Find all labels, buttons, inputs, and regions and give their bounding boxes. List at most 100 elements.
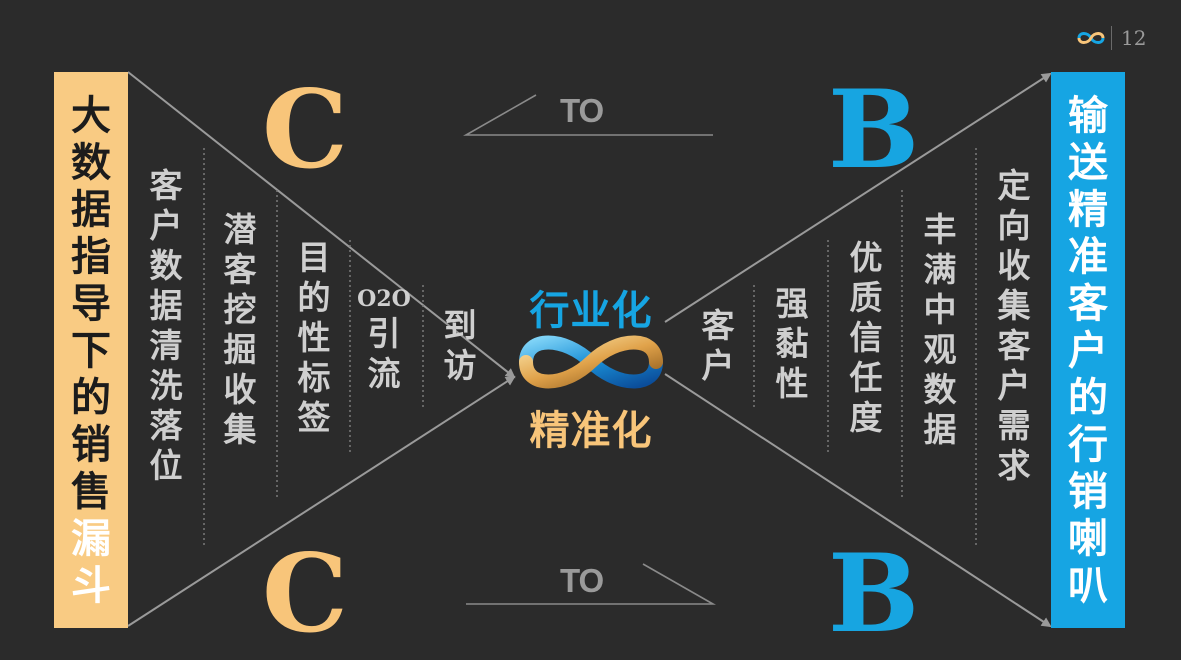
column-char: 清 bbox=[149, 326, 183, 365]
column-char: 户 bbox=[701, 346, 735, 385]
page-number: 12 bbox=[1121, 26, 1147, 50]
line-right-bottom bbox=[664, 373, 1052, 628]
column-char: 性 bbox=[775, 364, 809, 403]
right-column-1: 客 户 bbox=[696, 306, 740, 386]
column-char: 收 bbox=[997, 246, 1031, 285]
left-funnel-char: 导 bbox=[71, 279, 111, 327]
column-char: 向 bbox=[997, 206, 1031, 245]
column-char: 引 bbox=[367, 314, 401, 353]
column-char: 求 bbox=[997, 446, 1031, 485]
letter-c-top: C bbox=[262, 67, 348, 193]
left-funnel-char: 指 bbox=[71, 232, 111, 280]
to-label-bottom: TO bbox=[560, 562, 604, 599]
column-char: 中 bbox=[923, 290, 957, 329]
column-char: 标 bbox=[297, 358, 331, 397]
right-funnel-char: 行 bbox=[1068, 420, 1108, 468]
column-char: 落 bbox=[149, 406, 183, 445]
line-left-bottom bbox=[127, 375, 516, 627]
to-top-arrow-line bbox=[462, 94, 713, 136]
column-char: 据 bbox=[149, 286, 183, 325]
left-column-4: O2O 引 流 bbox=[356, 284, 412, 394]
right-column-4: 丰 满 中 观 数 据 bbox=[918, 210, 962, 450]
column-char: 需 bbox=[997, 406, 1031, 445]
infinity-center-icon bbox=[519, 335, 663, 389]
left-column-3: 目 的 性 标 签 bbox=[292, 238, 336, 438]
left-funnel-char: 售 bbox=[71, 467, 111, 515]
column-char: 强 bbox=[775, 284, 809, 323]
column-char: 度 bbox=[849, 398, 883, 437]
column-char: 信 bbox=[849, 318, 883, 357]
column-char: 目 bbox=[297, 238, 331, 277]
right-funnel-char: 的 bbox=[1068, 373, 1108, 421]
column-char: 集 bbox=[997, 286, 1031, 325]
right-column-5: 定 向 收 集 客 户 需 求 bbox=[992, 166, 1036, 486]
left-funnel-char: 大 bbox=[71, 91, 111, 139]
right-funnel-char: 客 bbox=[1068, 279, 1108, 327]
right-funnel-char: 送 bbox=[1068, 138, 1108, 186]
left-funnel-char: 据 bbox=[71, 185, 111, 233]
left-funnel-char: 数 bbox=[71, 138, 111, 186]
to-label-top: TO bbox=[560, 92, 604, 129]
column-char: 性 bbox=[297, 318, 331, 357]
letter-b-bottom: B bbox=[828, 531, 920, 657]
column-char: 收 bbox=[223, 370, 257, 409]
column-char: 丰 bbox=[923, 210, 957, 249]
left-funnel-box: 大 数 据 指 导 下 的 销 售 漏 斗 bbox=[54, 72, 128, 628]
left-funnel-highlight-char: 斗 bbox=[71, 561, 111, 609]
left-funnel-char: 的 bbox=[71, 373, 111, 421]
line-left-top bbox=[127, 71, 516, 379]
column-char: 定 bbox=[997, 166, 1031, 205]
column-char: 掘 bbox=[223, 330, 257, 369]
column-char: 据 bbox=[923, 410, 957, 449]
line-right-top bbox=[664, 72, 1052, 323]
column-char: 洗 bbox=[149, 366, 183, 405]
right-column-3: 优 质 信 任 度 bbox=[844, 238, 888, 438]
column-char: 黏 bbox=[775, 324, 809, 363]
left-column-1: 客 户 数 据 清 洗 落 位 bbox=[144, 166, 188, 486]
column-char: 签 bbox=[297, 398, 331, 437]
right-funnel-char: 输 bbox=[1068, 91, 1108, 139]
column-char: 满 bbox=[923, 250, 957, 289]
column-char: 优 bbox=[849, 238, 883, 277]
left-column-5: 到 访 bbox=[438, 306, 482, 386]
column-char: 客 bbox=[997, 326, 1031, 365]
left-column-2: 潜 客 挖 掘 收 集 bbox=[218, 210, 262, 450]
column-char: 户 bbox=[997, 366, 1031, 405]
left-funnel-char: 下 bbox=[71, 326, 111, 374]
left-funnel-highlight-char: 漏 bbox=[71, 514, 111, 562]
column-char: 数 bbox=[149, 246, 183, 285]
column-char: 访 bbox=[443, 346, 477, 385]
column-char: 数 bbox=[923, 370, 957, 409]
column-char: 到 bbox=[443, 306, 477, 345]
letter-b-top: B bbox=[828, 67, 920, 193]
to-bottom-arrow-line bbox=[466, 563, 717, 605]
center-label-bottom: 精准化 bbox=[529, 407, 653, 454]
column-char: 位 bbox=[149, 446, 183, 485]
right-funnel-char: 喇 bbox=[1068, 514, 1108, 562]
column-char: 质 bbox=[849, 278, 883, 317]
column-char: 户 bbox=[149, 206, 183, 245]
right-funnel-char: 户 bbox=[1068, 326, 1108, 374]
infinity-logo-icon bbox=[1077, 32, 1105, 44]
right-column-2: 强 黏 性 bbox=[770, 284, 814, 404]
column-char: 的 bbox=[297, 278, 331, 317]
column-char: 客 bbox=[149, 166, 183, 205]
right-funnel-box: 输 送 精 准 客 户 的 行 销 喇 叭 bbox=[1051, 72, 1125, 628]
right-funnel-char: 销 bbox=[1068, 467, 1108, 515]
column-char: 客 bbox=[223, 250, 257, 289]
center-label-top: 行业化 bbox=[529, 287, 653, 334]
column-char: 潜 bbox=[223, 210, 257, 249]
column-char: 集 bbox=[223, 410, 257, 449]
column-o2o-label: O2O bbox=[357, 286, 411, 312]
column-char: 流 bbox=[367, 354, 401, 393]
letter-c-bottom: C bbox=[262, 531, 348, 657]
right-funnel-char: 精 bbox=[1068, 185, 1108, 233]
column-char: 任 bbox=[849, 358, 883, 397]
column-char: 挖 bbox=[223, 290, 257, 329]
right-funnel-char: 准 bbox=[1068, 232, 1108, 280]
column-char: 客 bbox=[701, 306, 735, 345]
right-funnel-char: 叭 bbox=[1068, 561, 1108, 609]
left-funnel-char: 销 bbox=[71, 420, 111, 468]
